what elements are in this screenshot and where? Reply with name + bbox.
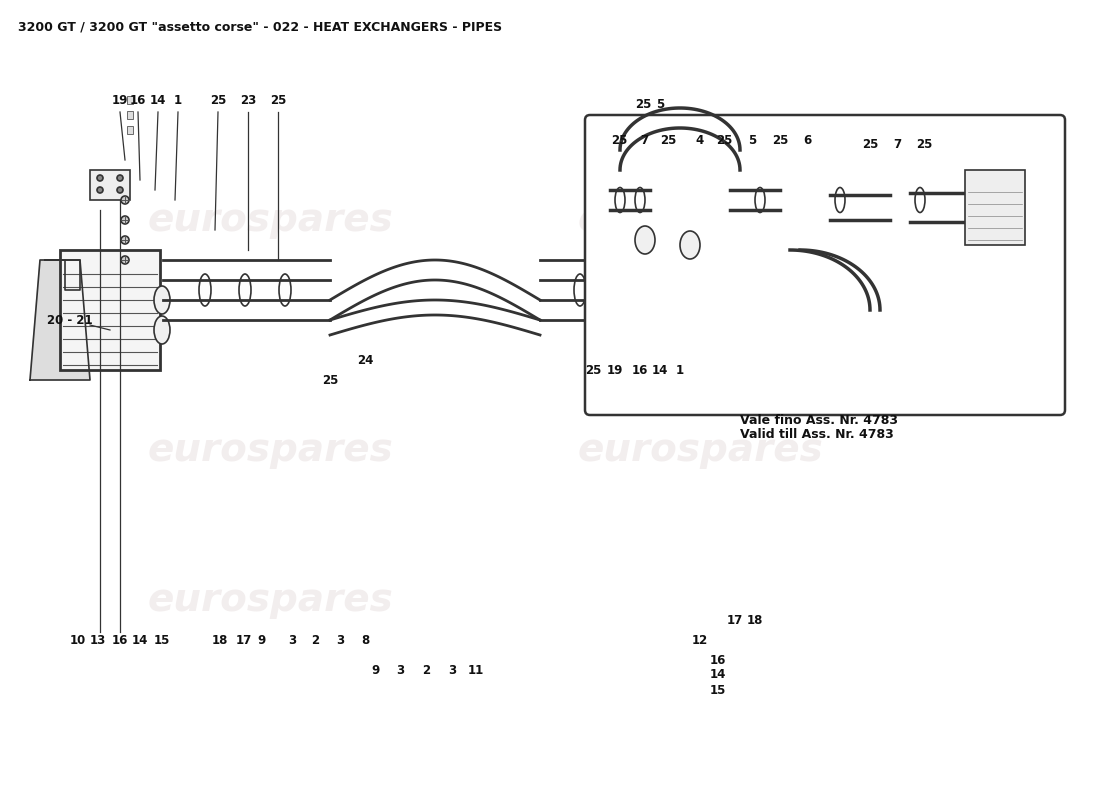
Text: 5: 5 <box>656 98 664 111</box>
Text: 24: 24 <box>356 354 373 366</box>
Circle shape <box>751 236 759 244</box>
Text: 13: 13 <box>90 634 106 646</box>
Text: 19: 19 <box>112 94 129 106</box>
Text: 8: 8 <box>361 634 370 646</box>
Circle shape <box>767 167 773 173</box>
Circle shape <box>121 196 129 204</box>
Bar <box>735 155 785 205</box>
Ellipse shape <box>680 231 700 259</box>
Bar <box>126 96 133 104</box>
Text: eurospares: eurospares <box>147 201 393 239</box>
Text: 18: 18 <box>212 634 228 646</box>
Text: 16: 16 <box>710 654 726 666</box>
Text: Valid till Ass. Nr. 4783: Valid till Ass. Nr. 4783 <box>740 429 893 442</box>
Bar <box>965 170 1025 245</box>
Text: 9: 9 <box>371 663 380 677</box>
Circle shape <box>745 187 751 193</box>
Text: 12: 12 <box>692 634 708 646</box>
Circle shape <box>97 187 103 193</box>
Text: 3200 GT / 3200 GT "assetto corse" - 022 - HEAT EXCHANGERS - PIPES: 3200 GT / 3200 GT "assetto corse" - 022 … <box>18 20 502 33</box>
Text: eurospares: eurospares <box>147 431 393 469</box>
Text: 6: 6 <box>803 134 811 146</box>
Circle shape <box>117 187 123 193</box>
Text: 19: 19 <box>607 363 624 377</box>
FancyBboxPatch shape <box>585 115 1065 415</box>
Text: 9: 9 <box>257 634 266 646</box>
Text: 20 - 21: 20 - 21 <box>47 314 92 326</box>
Text: 1: 1 <box>675 363 684 377</box>
Text: 25: 25 <box>322 374 338 386</box>
Text: 14: 14 <box>710 669 726 682</box>
Circle shape <box>121 256 129 264</box>
Circle shape <box>751 196 759 204</box>
Circle shape <box>751 216 759 224</box>
Text: 25: 25 <box>610 134 627 146</box>
Text: 10: 10 <box>70 634 86 646</box>
Circle shape <box>767 187 773 193</box>
Polygon shape <box>700 240 780 380</box>
Circle shape <box>751 256 759 264</box>
Text: 5: 5 <box>748 134 756 146</box>
Text: 18: 18 <box>747 614 763 626</box>
Text: 15: 15 <box>710 683 726 697</box>
Text: 25: 25 <box>916 138 932 151</box>
Ellipse shape <box>635 226 654 254</box>
Text: 25: 25 <box>660 134 676 146</box>
Text: 16: 16 <box>130 94 146 106</box>
Text: 14: 14 <box>150 94 166 106</box>
Text: 7: 7 <box>893 138 901 151</box>
Polygon shape <box>30 260 90 380</box>
Text: 25: 25 <box>210 94 227 106</box>
Text: 25: 25 <box>772 134 789 146</box>
Circle shape <box>97 175 103 181</box>
Text: 25: 25 <box>585 363 602 377</box>
Circle shape <box>121 216 129 224</box>
Text: 2: 2 <box>422 663 430 677</box>
Text: 3: 3 <box>396 663 404 677</box>
Text: 17: 17 <box>235 634 252 646</box>
Circle shape <box>121 236 129 244</box>
Polygon shape <box>45 260 80 290</box>
Bar <box>60 250 160 370</box>
Text: 3: 3 <box>448 663 456 677</box>
Text: 3: 3 <box>288 634 296 646</box>
Text: 16: 16 <box>631 363 648 377</box>
Text: 17: 17 <box>727 614 744 626</box>
Bar <box>126 111 133 119</box>
Text: 4: 4 <box>696 134 704 146</box>
Text: 7: 7 <box>640 134 648 146</box>
Circle shape <box>117 175 123 181</box>
Text: 14: 14 <box>652 363 668 377</box>
Text: Vale fino Ass. Nr. 4783: Vale fino Ass. Nr. 4783 <box>740 414 898 426</box>
Text: 25: 25 <box>270 94 286 106</box>
Text: 14: 14 <box>132 634 148 646</box>
Circle shape <box>745 167 751 173</box>
Text: 25: 25 <box>635 98 651 111</box>
Text: 23: 23 <box>240 94 256 106</box>
Bar <box>680 240 780 370</box>
Ellipse shape <box>154 286 170 314</box>
Ellipse shape <box>667 286 683 314</box>
Text: 25: 25 <box>716 134 733 146</box>
Text: 11: 11 <box>468 663 484 677</box>
Text: 3: 3 <box>336 634 344 646</box>
Ellipse shape <box>154 316 170 344</box>
Text: 2: 2 <box>311 634 319 646</box>
Bar <box>126 126 133 134</box>
Text: 25: 25 <box>861 138 878 151</box>
Bar <box>90 170 130 200</box>
Text: 15: 15 <box>154 634 170 646</box>
Text: 16: 16 <box>112 634 129 646</box>
Text: eurospares: eurospares <box>578 201 823 239</box>
Ellipse shape <box>675 160 764 200</box>
Text: 1: 1 <box>174 94 183 106</box>
Text: eurospares: eurospares <box>147 581 393 619</box>
Text: eurospares: eurospares <box>578 431 823 469</box>
